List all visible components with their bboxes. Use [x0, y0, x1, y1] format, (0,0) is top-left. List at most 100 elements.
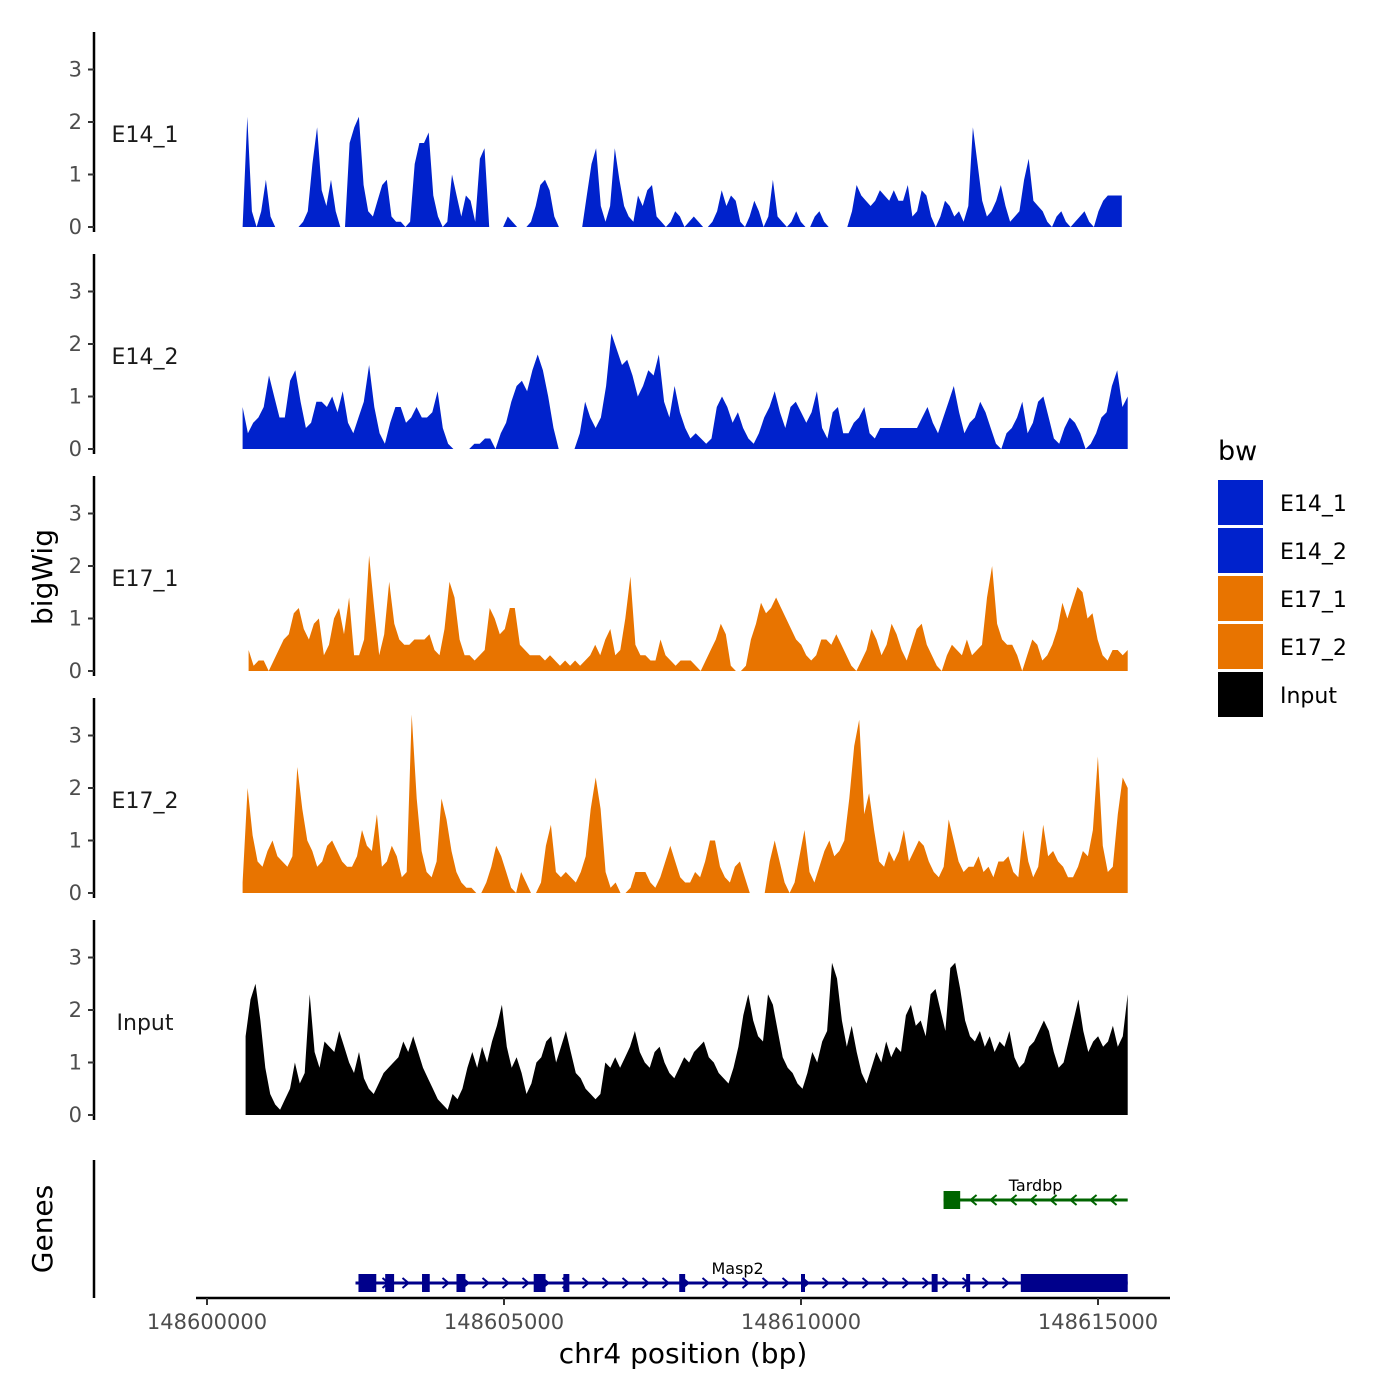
- y-tick-label: 3: [69, 502, 82, 526]
- exon: [931, 1274, 938, 1292]
- y-tick-label: 2: [69, 554, 82, 578]
- x-tick-label: 148605000: [444, 1310, 564, 1334]
- exon: [563, 1274, 570, 1292]
- track-e17-2: 0 1 2 3 E17_2: [69, 698, 1128, 905]
- coverage-area-e14-1: [242, 116, 1122, 227]
- strand-chevron: [1001, 1277, 1011, 1289]
- exon: [966, 1274, 971, 1292]
- y-tick-label: 3: [69, 280, 82, 304]
- legend: bw E14_1 E14_2 E17_1 E17_2 Input: [1218, 436, 1347, 717]
- exon: [385, 1274, 395, 1292]
- strand-chevron: [841, 1277, 851, 1289]
- strand-chevron: [501, 1277, 511, 1289]
- legend-swatch-e14-2: [1218, 528, 1263, 573]
- y-tick-label: 1: [69, 385, 82, 409]
- coverage-area-e17-1: [248, 555, 1128, 671]
- y-tick-label: 2: [69, 332, 82, 356]
- strand-chevron: [581, 1277, 591, 1289]
- legend-label: Input: [1280, 684, 1337, 709]
- track-e14-2: 0 1 2 3 E14_2: [69, 254, 1128, 461]
- y-tick-label: 3: [69, 946, 82, 970]
- strand-chevron: [988, 1194, 998, 1206]
- track-label-e17-2: E17_2: [112, 789, 179, 814]
- gene-tardbp: Tardbp: [943, 1176, 1128, 1209]
- strand-chevron: [981, 1277, 991, 1289]
- exon: [1020, 1274, 1128, 1292]
- strand-chevron: [881, 1277, 891, 1289]
- strand-chevron: [701, 1277, 711, 1289]
- x-tick-label: 148600000: [147, 1310, 267, 1334]
- gene-label-tardbp: Tardbp: [1008, 1176, 1063, 1195]
- legend-label: E14_2: [1280, 540, 1347, 565]
- strand-chevron: [441, 1277, 451, 1289]
- legend-label: E14_1: [1280, 492, 1347, 517]
- exon: [679, 1274, 686, 1292]
- exon: [943, 1191, 961, 1209]
- strand-chevron: [1028, 1194, 1038, 1206]
- gene-masp2: Masp2: [355, 1259, 1128, 1292]
- strand-chevron: [941, 1277, 951, 1289]
- track-e14-1: 0 1 2 3 E14_1: [69, 32, 1122, 239]
- strand-chevron: [821, 1277, 831, 1289]
- strand-chevron: [968, 1194, 978, 1206]
- y-tick-label: 2: [69, 776, 82, 800]
- coverage-area-e14-2: [242, 333, 1128, 449]
- strand-chevron: [401, 1277, 411, 1289]
- y-tick-label: 0: [69, 659, 82, 683]
- legend-swatch-input: [1218, 672, 1263, 717]
- y-tick-label: 1: [69, 607, 82, 631]
- exon: [801, 1274, 805, 1292]
- x-tick-label: 148610000: [741, 1310, 861, 1334]
- coverage-area-e17-2: [242, 714, 1128, 893]
- strand-chevron: [641, 1277, 651, 1289]
- y-tick-label: 0: [69, 437, 82, 461]
- y-tick-label: 0: [69, 881, 82, 905]
- strand-chevron: [661, 1277, 671, 1289]
- legend-swatch-e14-1: [1218, 480, 1263, 525]
- y-tick-label: 2: [69, 110, 82, 134]
- track-label-e14-1: E14_1: [112, 123, 179, 148]
- legend-swatch-e17-1: [1218, 576, 1263, 621]
- strand-chevron: [901, 1277, 911, 1289]
- y-tick-label: 3: [69, 58, 82, 82]
- y-tick-label: 2: [69, 998, 82, 1022]
- strand-chevron: [721, 1277, 731, 1289]
- legend-swatch-e17-2: [1218, 624, 1263, 669]
- strand-chevron: [1048, 1194, 1058, 1206]
- y-tick-label: 0: [69, 215, 82, 239]
- track-label-input: Input: [117, 1011, 174, 1036]
- strand-chevron: [1108, 1194, 1118, 1206]
- exon: [456, 1274, 466, 1292]
- y-axis-title: bigWig: [26, 529, 59, 625]
- strand-chevron: [861, 1277, 871, 1289]
- strand-chevron: [1008, 1194, 1018, 1206]
- track-label-e14-2: E14_2: [112, 345, 179, 370]
- y-tick-label: 0: [69, 1103, 82, 1127]
- genes-axis-title: Genes: [26, 1185, 59, 1273]
- strand-chevron: [1088, 1194, 1098, 1206]
- strand-chevron: [921, 1277, 931, 1289]
- track-e17-1: 0 1 2 3 E17_1: [69, 476, 1128, 683]
- track-panels: 0 1 2 3 E14_1 0 1 2 3 E14_2 0 1 2 3 E17_1 0 1 2 3 E17_2 0 1 2 3…: [69, 32, 1128, 1127]
- legend-label: E17_2: [1280, 636, 1347, 661]
- x-axis-title: chr4 position (bp): [559, 1337, 808, 1370]
- strand-chevron: [601, 1277, 611, 1289]
- exon: [533, 1274, 546, 1292]
- strand-chevron: [741, 1277, 751, 1289]
- track-label-e17-1: E17_1: [112, 567, 179, 592]
- gene-panel: Tardbp Masp2: [92, 1160, 1128, 1298]
- x-axis: 148600000 148605000 148610000 148615000: [147, 1296, 1170, 1334]
- exon: [422, 1274, 430, 1292]
- strand-chevron: [781, 1277, 791, 1289]
- legend-title: bw: [1218, 436, 1257, 467]
- x-tick-label: 148615000: [1038, 1310, 1158, 1334]
- strand-chevron: [1068, 1194, 1078, 1206]
- strand-chevron: [521, 1277, 531, 1289]
- exon: [358, 1274, 377, 1292]
- legend-label: E17_1: [1280, 588, 1347, 613]
- y-tick-label: 1: [69, 829, 82, 853]
- strand-chevron: [481, 1277, 491, 1289]
- y-tick-label: 1: [69, 163, 82, 187]
- coverage-area-input: [245, 962, 1128, 1115]
